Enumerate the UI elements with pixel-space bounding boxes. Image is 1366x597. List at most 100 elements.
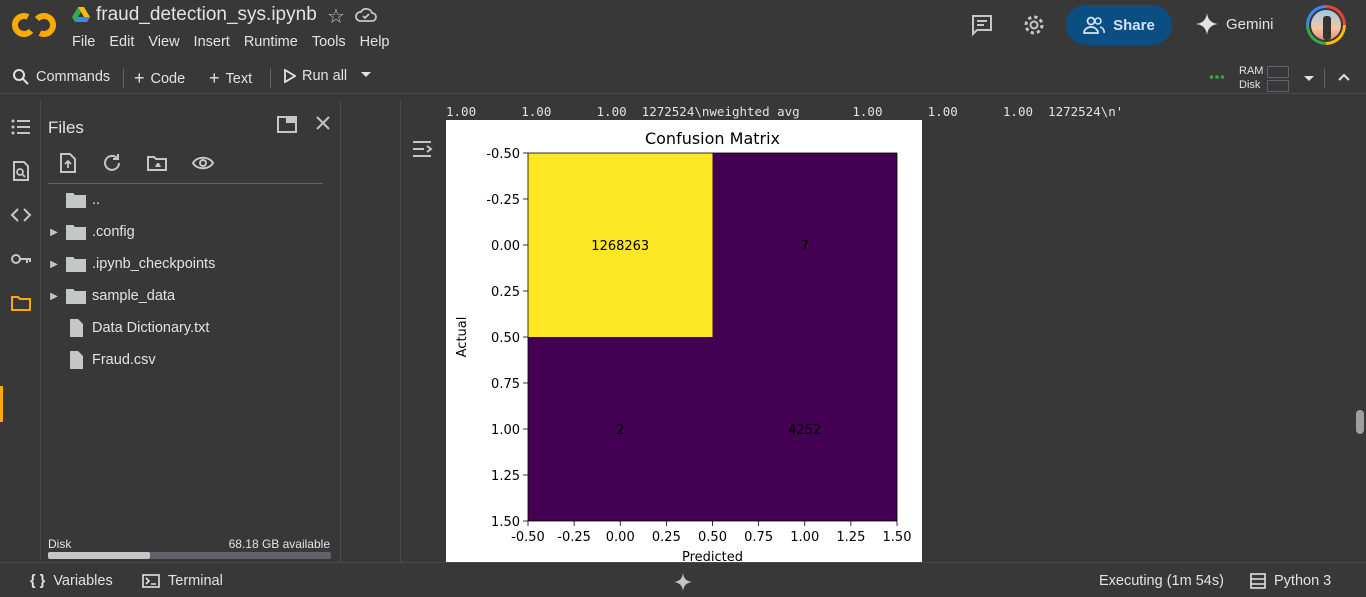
gemini-sparkle-icon (1196, 13, 1218, 35)
files-panel: Files .. ▶ .config ▶ .ipynb_checkpoints ▶ samp… (41, 100, 341, 562)
code-label: Code (150, 70, 186, 87)
tree-item-label: sample_data (92, 288, 176, 304)
chevron-right-icon[interactable]: ▶ (50, 290, 58, 302)
execution-status[interactable]: Executing (1m 54s) (1099, 573, 1224, 589)
terminal-button[interactable]: Terminal (142, 573, 223, 589)
y-tick-label: 0.00 (491, 239, 520, 254)
toolbar-divider (123, 68, 124, 88)
open-in-tab-icon[interactable] (276, 114, 298, 136)
tree-folder-row[interactable]: .. (41, 184, 321, 216)
kernel-status[interactable]: Python 3 (1250, 573, 1331, 589)
folder-icon (66, 257, 86, 272)
cell-value-label: 1268263 (591, 239, 649, 254)
x-tick-label: 0.25 (652, 530, 681, 545)
user-avatar[interactable] (1306, 5, 1346, 45)
settings-gear-icon[interactable] (1022, 13, 1046, 37)
vertical-scrollbar[interactable] (1356, 410, 1364, 434)
chevron-right-icon[interactable]: ▶ (50, 226, 58, 238)
cell-output: 1.00 1.00 1.00 1272524\nweighted avg 1.0… (401, 100, 1356, 565)
tree-item-label: .ipynb_checkpoints (92, 256, 216, 272)
x-tick-label: 1.00 (790, 530, 819, 545)
heatmap-cell (712, 337, 897, 521)
gemini-button[interactable]: Gemini (1196, 13, 1274, 35)
tree-item-label: .. (92, 192, 101, 208)
run-all-button[interactable]: Run all (284, 68, 347, 84)
find-replace-icon[interactable] (10, 160, 32, 182)
cloud-saved-icon[interactable] (355, 6, 377, 24)
toolbar-divider (1324, 68, 1325, 88)
play-icon (284, 69, 296, 83)
tree-file-row[interactable]: Data Dictionary.txt (41, 312, 321, 344)
variables-button[interactable]: { } Variables (30, 573, 113, 589)
upload-file-icon[interactable] (57, 152, 79, 174)
run-options-dropdown[interactable] (360, 71, 372, 79)
menu-insert[interactable]: Insert (193, 34, 230, 50)
tree-folder-row[interactable]: ▶ .config (41, 216, 321, 248)
x-tick-label: 0.00 (606, 530, 635, 545)
code-snippets-icon[interactable] (10, 204, 32, 226)
tree-folder-row[interactable]: ▶ sample_data (41, 280, 321, 312)
menu-help[interactable]: Help (359, 34, 390, 50)
notebook-gutter (341, 100, 401, 562)
y-tick-label: 0.75 (491, 377, 520, 392)
refresh-icon[interactable] (101, 152, 123, 174)
y-tick-label: 1.25 (491, 469, 520, 484)
folder-icon (66, 193, 86, 208)
search-icon (13, 69, 29, 85)
disk-label: Disk (1239, 79, 1261, 91)
y-tick-label: -0.25 (486, 193, 520, 208)
menu-view[interactable]: View (148, 34, 180, 50)
rail-active-indicator (0, 386, 3, 422)
cell-value-label: 2 (616, 423, 624, 438)
heatmap-cell (528, 153, 713, 337)
connected-dots-icon (1209, 75, 1225, 79)
chart-title: Confusion Matrix (645, 129, 780, 148)
gemini-sparkle-icon[interactable] (674, 573, 692, 591)
x-tick-label: 0.50 (698, 530, 727, 545)
panel-divider (48, 183, 323, 184)
commands-button[interactable]: Commands (12, 68, 110, 86)
colab-logo[interactable] (12, 10, 56, 40)
file-icon (70, 351, 83, 369)
notebook-title[interactable]: fraud_detection_sys.ipynb (96, 4, 317, 25)
files-folder-icon[interactable] (10, 292, 32, 314)
y-tick-label: 1.00 (491, 423, 520, 438)
add-code-button[interactable]: + Code (134, 68, 185, 89)
disk-usage-fill (48, 552, 150, 559)
menu-edit[interactable]: Edit (109, 34, 135, 50)
mount-drive-icon[interactable] (146, 152, 168, 174)
add-text-button[interactable]: + Text (209, 68, 252, 89)
tree-file-row[interactable]: Fraud.csv (41, 344, 321, 376)
resource-monitor[interactable]: RAM Disk (1239, 64, 1263, 92)
chevron-right-icon[interactable]: ▶ (50, 258, 58, 270)
menu-file[interactable]: File (72, 34, 96, 50)
terminal-icon (142, 574, 160, 588)
y-tick-label: -0.50 (486, 147, 520, 162)
ram-label: RAM (1239, 65, 1264, 77)
caret-down-icon[interactable] (1303, 75, 1315, 83)
menu-runtime[interactable]: Runtime (243, 34, 298, 50)
table-of-contents-icon[interactable] (10, 116, 32, 138)
text-label: Text (225, 70, 253, 87)
tree-folder-row[interactable]: ▶ .ipynb_checkpoints (41, 248, 321, 280)
secrets-key-icon[interactable] (10, 248, 32, 270)
files-panel-title: Files (48, 118, 84, 137)
plus-icon: + (134, 68, 145, 88)
comment-icon[interactable] (970, 13, 994, 37)
disk-usage-graph (1267, 80, 1289, 92)
y-tick-label: 0.50 (491, 331, 520, 346)
star-icon[interactable]: ☆ (327, 6, 345, 28)
braces-icon: { } (30, 573, 46, 589)
toolbar-divider (270, 68, 271, 88)
caret-down-icon (361, 72, 371, 77)
x-tick-label: 0.75 (744, 530, 773, 545)
run-all-label: Run all (302, 68, 348, 84)
cell-value-label: 7 (801, 239, 809, 254)
share-button[interactable]: Share (1066, 5, 1172, 45)
chevron-up-icon[interactable] (1337, 72, 1351, 82)
confusion-matrix-chart: 1268263 7 2 4252 -0.50 -0.25 0.00 0.25 0.50 0.75 1… (455, 129, 911, 565)
output-actions-icon[interactable] (411, 138, 433, 160)
show-hidden-files-icon[interactable] (192, 152, 214, 174)
close-icon[interactable] (312, 112, 334, 134)
menu-tools[interactable]: Tools (311, 34, 346, 50)
